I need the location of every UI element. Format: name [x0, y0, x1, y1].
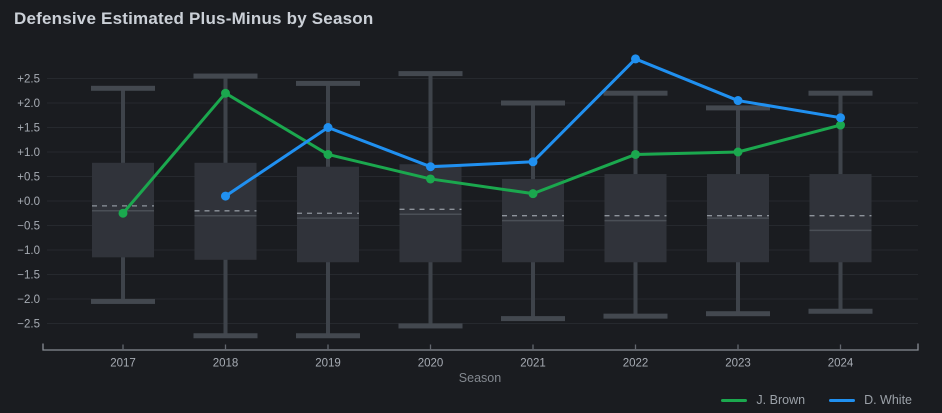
boxplot-2021-cap-low	[501, 316, 565, 322]
y-tick-label: −2.5	[17, 319, 40, 331]
boxplot-2020-cap-high	[398, 71, 463, 77]
d-white-point-2024[interactable]	[836, 113, 845, 123]
j-brown-point-2022[interactable]	[631, 149, 640, 159]
legend-label-j-brown: J. Brown	[756, 393, 806, 407]
j-brown-point-2019[interactable]	[323, 149, 333, 159]
j-brown-line-swatch-icon	[721, 398, 748, 402]
y-tick-label: +0.5	[17, 172, 40, 184]
boxplot-2021-cap-high	[501, 100, 565, 106]
boxplot-2023-cap-high	[706, 105, 770, 111]
j-brown-point-2020[interactable]	[426, 174, 435, 184]
d-white-point-2020[interactable]	[426, 162, 435, 172]
j-brown-point-2023[interactable]	[733, 147, 743, 157]
chart-title: Defensive Estimated Plus-Minus by Season	[14, 9, 374, 28]
boxplot-2017-cap-low	[91, 298, 155, 304]
d-white-point-2019[interactable]	[323, 123, 333, 132]
y-tick-label: +2.5	[17, 74, 40, 86]
j-brown-point-2018[interactable]	[221, 88, 230, 98]
boxplot-2019-cap-high	[296, 80, 360, 86]
x-tick-label-2019: 2019	[315, 358, 341, 370]
x-tick-label-2022: 2022	[623, 358, 649, 370]
x-tick-label-2020: 2020	[418, 358, 444, 370]
x-axis-line	[42, 343, 919, 351]
x-tick-label-2017: 2017	[110, 358, 136, 370]
j-brown-line	[121, 91, 842, 215]
boxplot-2022-box	[604, 174, 667, 263]
x-tick-label-2023: 2023	[725, 358, 751, 370]
boxplot-2019-cap-low	[296, 333, 360, 339]
boxplot-2022-cap-high	[603, 90, 668, 96]
d-white-point-2018[interactable]	[221, 191, 230, 201]
boxplot-2023-cap-low	[706, 311, 770, 317]
legend-item-d-white[interactable]: D. White	[829, 393, 912, 407]
y-tick-label: +1.5	[17, 123, 40, 135]
boxplot-2018-cap-low	[193, 333, 258, 339]
boxplot-2019-box	[297, 166, 359, 263]
y-tick-label: −1.5	[17, 270, 40, 282]
y-tick-label: −0.5	[17, 221, 40, 233]
j-brown-point-2021[interactable]	[528, 189, 538, 199]
boxplot-2024-cap-low	[808, 308, 873, 314]
x-tick-label-2021: 2021	[520, 358, 546, 370]
y-tick-label: +0.0	[17, 196, 40, 208]
d-white-line-swatch-icon	[829, 398, 856, 402]
d-white-point-2021[interactable]	[528, 157, 538, 167]
boxplot-2024-box	[809, 174, 872, 263]
x-axis-title: Season	[459, 371, 501, 385]
d-white-point-2023[interactable]	[733, 96, 743, 106]
x-tick-label-2024: 2024	[828, 358, 854, 370]
j-brown-point-2017[interactable]	[118, 208, 128, 218]
legend-item-j-brown[interactable]: J. Brown	[721, 393, 805, 407]
y-tick-label: +2.0	[17, 98, 40, 110]
boxplot-2022-cap-low	[603, 313, 668, 319]
d-white-point-2022[interactable]	[631, 54, 640, 64]
boxplot-2017-cap-high	[91, 85, 155, 91]
y-tick-label: −1.0	[17, 245, 40, 257]
y-tick-label: +1.0	[17, 147, 40, 159]
legend-label-d-white: D. White	[864, 393, 912, 407]
y-tick-label: −2.0	[17, 294, 40, 306]
x-tick-label-2018: 2018	[213, 358, 239, 370]
j-brown-point-2024[interactable]	[836, 120, 845, 130]
boxplot-2018-cap-high	[193, 73, 258, 79]
legend: J. Brown D. White	[721, 393, 912, 407]
boxplot-2024-cap-high	[808, 90, 873, 96]
boxplot-2020-cap-low	[398, 323, 463, 329]
